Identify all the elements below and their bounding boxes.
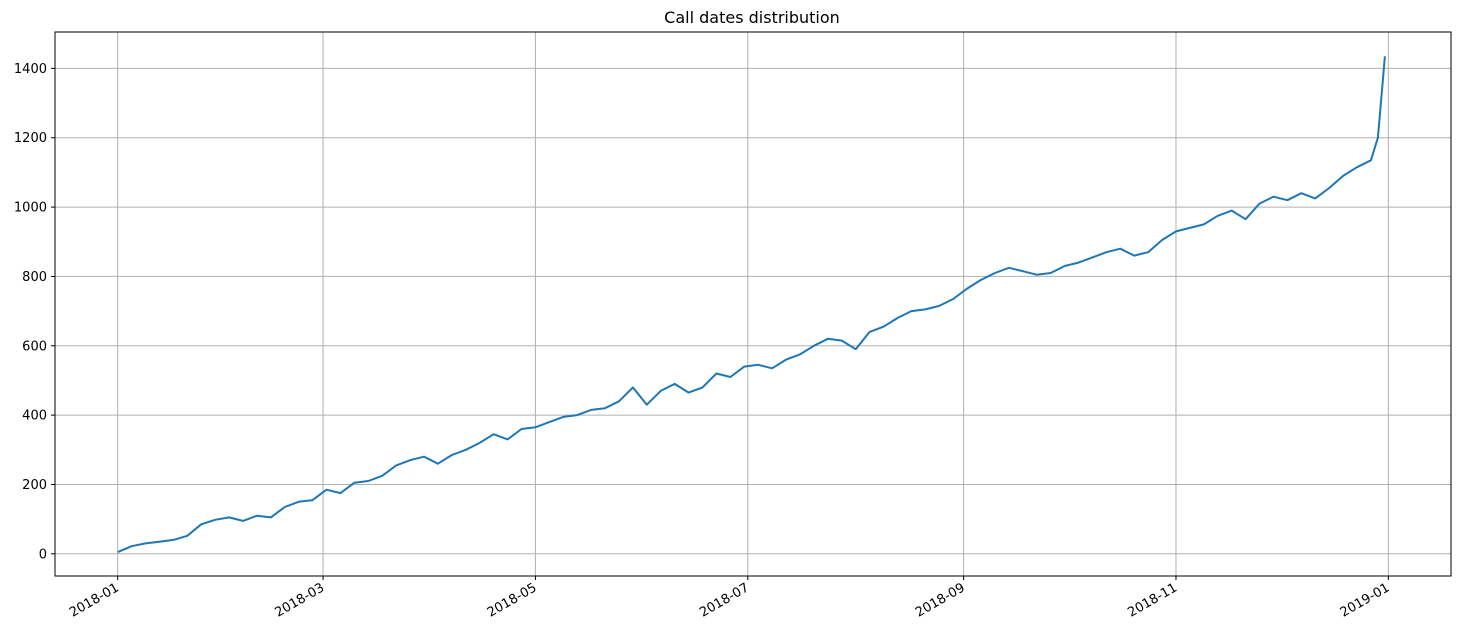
chart-title: Call dates distribution [664,8,840,27]
x-axis-ticks: 2018-01 2018-03 2018-05 2018-07 2018-09 2018-… [67,576,1392,621]
y-tick-label: 0 [39,547,47,562]
x-tick-label: 2018-03 [273,580,328,620]
y-tick-label: 1200 [14,131,47,146]
y-tick-label: 200 [22,478,47,493]
y-axis-ticks: 0 200 400 600 800 1000 1200 1400 [14,62,55,562]
x-tick-label: 2018-09 [913,580,968,620]
x-tick-label: 2018-05 [485,580,540,620]
x-tick-label: 2018-11 [1125,580,1180,620]
y-tick-label: 1000 [14,201,47,216]
x-tick-label: 2018-01 [67,580,122,620]
x-tick-label: 2019-01 [1338,580,1393,620]
y-tick-label: 400 [22,409,47,424]
series-line-layer [117,56,1386,554]
axes [54,31,1452,577]
plot-frame [54,31,1452,577]
series-line [117,56,1386,554]
grid [55,32,1451,576]
y-tick-label: 800 [22,270,47,285]
x-tick-label: 2018-07 [697,580,752,620]
y-tick-label: 600 [22,339,47,354]
y-tick-label: 1400 [14,62,47,77]
